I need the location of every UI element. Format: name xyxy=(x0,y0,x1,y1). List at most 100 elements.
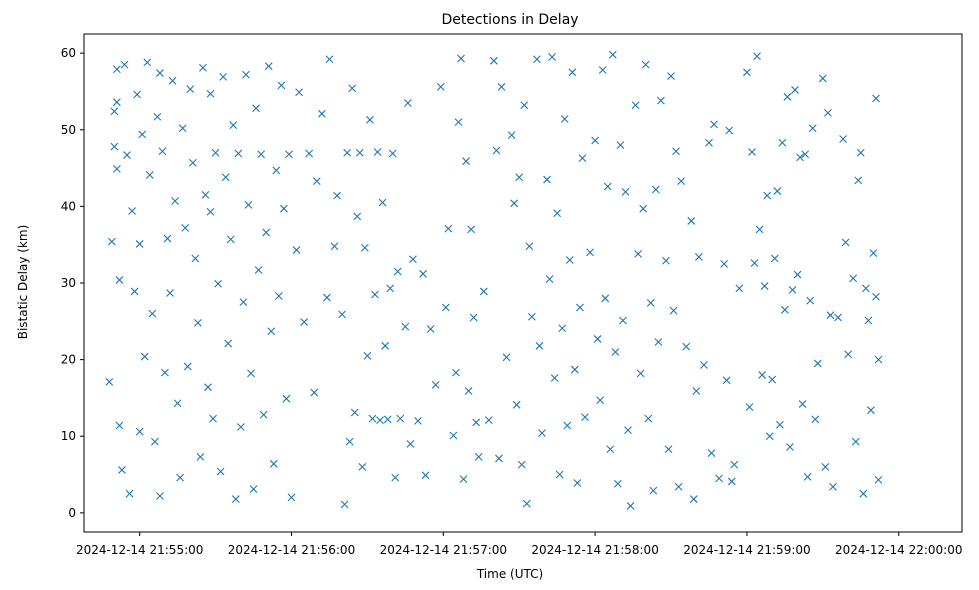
data-point xyxy=(168,76,177,85)
data-point xyxy=(181,223,190,232)
x-axis: 2024-12-14 21:55:00 2024-12-14 21:56:00 20… xyxy=(76,532,962,557)
data-point xyxy=(376,416,384,425)
data-point xyxy=(156,69,164,77)
data-point xyxy=(780,305,789,314)
data-point xyxy=(459,475,468,484)
data-point xyxy=(745,403,754,412)
data-point xyxy=(770,254,779,263)
data-point xyxy=(196,453,205,461)
data-point xyxy=(360,243,369,252)
data-point xyxy=(274,292,283,300)
data-point xyxy=(393,267,402,276)
data-point xyxy=(403,99,412,107)
data-point xyxy=(558,324,567,333)
data-point xyxy=(844,350,853,359)
data-point xyxy=(150,437,159,446)
data-point xyxy=(689,495,698,503)
data-point xyxy=(338,310,346,319)
data-point xyxy=(472,418,481,427)
data-point xyxy=(419,269,427,278)
data-point xyxy=(727,477,736,486)
data-point xyxy=(323,293,331,302)
data-point xyxy=(573,479,582,487)
data-point xyxy=(517,460,526,469)
data-point xyxy=(345,437,354,446)
data-point xyxy=(798,400,807,408)
data-point xyxy=(758,371,766,379)
data-point xyxy=(824,109,832,117)
data-point xyxy=(469,313,478,322)
data-point xyxy=(700,361,708,369)
data-point xyxy=(535,341,544,350)
data-point xyxy=(201,191,210,199)
data-point xyxy=(262,228,271,237)
data-point xyxy=(269,459,278,468)
data-point xyxy=(350,408,359,417)
data-point xyxy=(651,185,660,194)
data-point xyxy=(236,423,245,431)
data-point xyxy=(553,209,562,218)
y-tick-label: 0 xyxy=(68,506,76,520)
data-point xyxy=(107,237,116,246)
data-point xyxy=(510,199,519,208)
data-point xyxy=(565,256,574,264)
data-point xyxy=(560,115,569,123)
data-point xyxy=(801,150,810,159)
data-point xyxy=(606,445,615,454)
data-point xyxy=(765,432,774,441)
data-point xyxy=(173,399,182,408)
data-point xyxy=(130,287,139,296)
data-point xyxy=(113,98,121,107)
data-point xyxy=(340,500,349,509)
data-point xyxy=(312,177,321,185)
data-point xyxy=(371,290,379,299)
data-point xyxy=(272,166,281,175)
data-point xyxy=(252,104,260,113)
data-point xyxy=(636,369,645,378)
y-tick-label: 30 xyxy=(61,276,76,290)
data-point xyxy=(760,282,769,290)
data-point xyxy=(310,388,319,397)
data-points xyxy=(105,50,883,510)
data-point xyxy=(664,445,673,454)
data-point xyxy=(743,68,751,77)
data-point xyxy=(616,141,625,149)
data-point xyxy=(839,135,847,143)
data-point xyxy=(193,318,202,327)
data-point xyxy=(186,85,195,94)
data-point xyxy=(239,298,248,307)
data-point xyxy=(231,495,240,503)
data-point xyxy=(452,368,460,377)
data-point xyxy=(856,148,865,157)
data-point xyxy=(277,81,286,90)
data-point xyxy=(133,90,142,99)
data-point xyxy=(247,369,255,378)
data-point xyxy=(667,72,675,81)
data-point xyxy=(113,65,121,74)
data-point xyxy=(436,82,445,91)
data-point xyxy=(209,414,217,423)
data-point xyxy=(854,176,863,185)
data-point xyxy=(221,173,230,182)
data-point xyxy=(783,92,792,101)
data-point xyxy=(143,58,152,67)
plot-frame xyxy=(83,33,963,533)
data-point xyxy=(490,56,498,65)
data-point xyxy=(687,217,696,225)
data-point xyxy=(229,121,238,130)
data-point xyxy=(191,254,200,263)
data-point xyxy=(808,124,817,133)
data-point xyxy=(219,73,228,81)
data-point xyxy=(621,187,630,196)
data-point xyxy=(874,476,883,484)
data-point xyxy=(748,148,756,156)
x-tick-label: 2024-12-14 21:56:00 xyxy=(228,543,355,557)
data-point xyxy=(464,387,473,395)
data-point xyxy=(479,287,488,296)
data-point xyxy=(634,249,643,258)
data-point xyxy=(563,421,572,430)
data-point xyxy=(796,153,804,162)
data-point xyxy=(135,240,144,248)
x-tick-label: 2024-12-14 21:55:00 xyxy=(76,543,203,557)
data-point xyxy=(786,443,794,451)
